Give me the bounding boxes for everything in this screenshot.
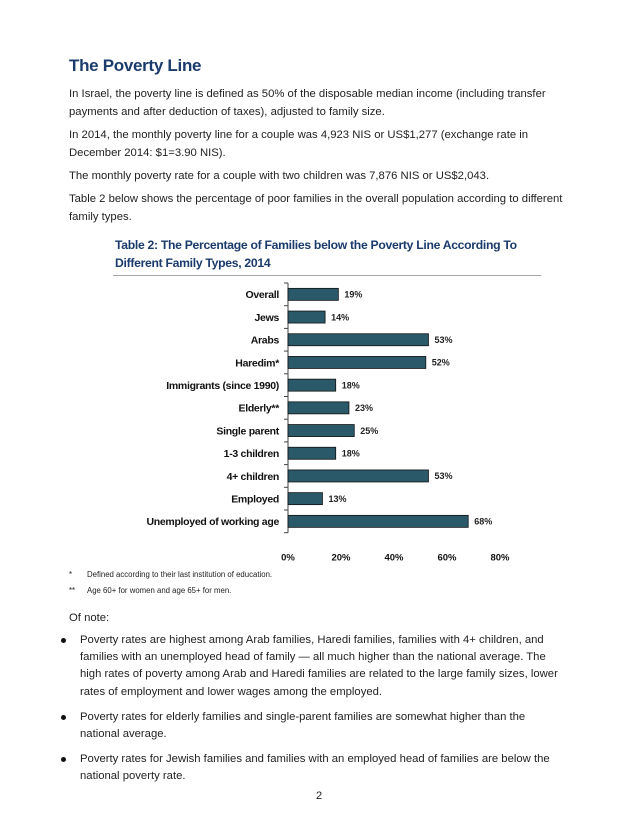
value-label: 68% [474, 517, 492, 527]
bar [287, 401, 350, 415]
footnote-haredim: * Defined according to their last institu… [69, 570, 272, 579]
category-label: 4+ children [227, 471, 279, 483]
chart-title-rule [113, 275, 541, 276]
notes-list: Poverty rates are highest among Arab fam… [40, 632, 560, 794]
category-label: Arabs [251, 335, 280, 347]
bar [287, 333, 429, 347]
bar [287, 287, 339, 301]
value-label: 53% [434, 335, 452, 345]
list-item-text: Poverty rates are highest among Arab fam… [80, 634, 558, 698]
value-label: 25% [360, 426, 378, 436]
poverty-bar-chart: Overall 19% Jews 14% Arabs 53% Haredim* 52% Immi… [146, 282, 510, 562]
category-label: Immigrants (since 1990) [166, 380, 279, 392]
chart-title-line: Different Family Types, 2014 [115, 256, 271, 270]
x-tick-label: 80% [490, 553, 510, 562]
paragraph-table-intro: Table 2 below shows the percentage of po… [69, 193, 563, 223]
chart-title-line: Table 2: The Percentage of Families belo… [115, 238, 517, 252]
value-label: 13% [328, 494, 346, 504]
page-number: 2 [315, 790, 323, 802]
footnote-mark: ** [69, 586, 76, 595]
paragraph-poverty-definition: In Israel, the poverty line is defined a… [69, 88, 546, 118]
category-label: Elderly** [239, 403, 281, 415]
footnote-text: Age 60+ for women and age 65+ for men. [87, 586, 232, 595]
list-item-text: Poverty rates for Jewish families and fa… [80, 753, 550, 783]
list-item: Poverty rates are highest among Arab fam… [40, 632, 560, 701]
bar [287, 514, 469, 528]
bullet-icon [61, 714, 66, 720]
category-label: Haredim* [235, 357, 280, 369]
x-tick-label: 60% [437, 553, 457, 562]
value-label: 19% [344, 290, 362, 300]
bar [287, 378, 337, 392]
footnote-mark: * [69, 570, 73, 579]
paragraph-poverty-line-2014: In 2014, the monthly poverty line for a … [69, 129, 529, 159]
bullet-icon [61, 757, 66, 763]
footnote-elderly: ** Age 60+ for women and age 65+ for men. [69, 586, 231, 595]
notes-heading: Of note: [69, 612, 110, 624]
footnote-text: Defined according to their last institut… [87, 570, 273, 579]
category-label: Unemployed of working age [146, 516, 279, 528]
category-label: Single parent [216, 425, 279, 437]
bar [287, 356, 427, 369]
bar [287, 424, 355, 437]
value-label: 23% [355, 403, 373, 413]
value-label: 14% [331, 312, 349, 322]
category-label: Overall [245, 289, 279, 301]
bar [287, 492, 323, 506]
bullet-icon [61, 638, 66, 643]
value-label: 18% [342, 448, 360, 458]
chart-title: Table 2: The Percentage of Families belo… [115, 236, 535, 272]
paragraph-two-children: The monthly poverty rate for a couple wi… [69, 170, 490, 182]
bar [287, 469, 429, 483]
category-label: Employed [231, 493, 279, 505]
value-label: 53% [434, 471, 452, 481]
list-item: Poverty rates for elderly families and s… [40, 709, 560, 743]
x-tick-label: 0% [281, 553, 295, 562]
x-tick-label: 20% [331, 553, 351, 562]
section-title: The Poverty Line [69, 56, 202, 75]
bar [287, 310, 326, 324]
category-label: 1-3 children [224, 448, 279, 460]
value-label: 18% [342, 380, 360, 390]
list-item-text: Poverty rates for elderly families and s… [80, 710, 526, 741]
category-label: Jews [255, 312, 280, 324]
x-tick-label: 40% [384, 553, 404, 562]
bar [287, 446, 337, 460]
value-label: 52% [432, 358, 450, 368]
list-item: Poverty rates for Jewish families and fa… [40, 751, 560, 785]
